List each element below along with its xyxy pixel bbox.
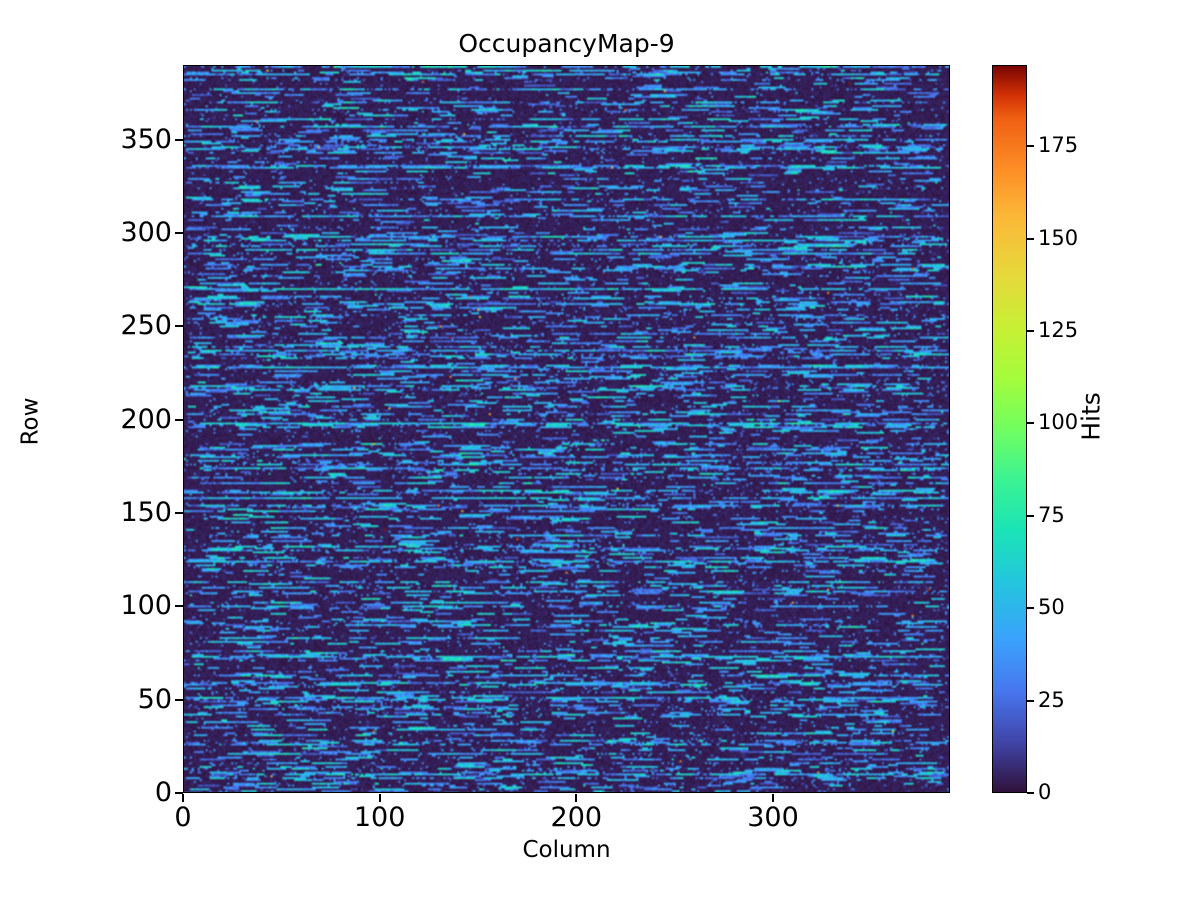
x-axis-tick-mark [772,794,774,802]
page-title: OccupancyMap-9 [458,29,675,58]
occupancy-heatmap-image [184,66,949,792]
colorbar [992,65,1027,793]
x-axis-tick-labels: 0 100 200 300 [0,803,1200,843]
colorbar-gradient [993,66,1026,792]
y-axis-tick-mark [175,418,183,421]
x-axis-label: Column [522,837,611,863]
y-axis-tick-label: 150 [120,497,172,528]
colorbar-tick-mark [1027,330,1034,333]
colorbar-tick-label: 100 [1038,410,1079,435]
colorbar-tick-label: 50 [1038,595,1065,620]
x-axis-tick-mark [182,794,184,802]
y-axis-tick-label: 350 [120,123,172,155]
y-axis-tick-mark [175,605,183,608]
y-axis-tick-mark [175,232,183,234]
y-axis-tick-mark [175,512,183,514]
heatmap-axes [183,65,950,793]
x-axis-tick-label: 0 [174,802,192,833]
y-axis-tick-mark [175,138,183,141]
y-axis-tick-label: 300 [120,217,172,248]
x-axis-tick-mark [575,794,578,802]
colorbar-tick-mark [1027,237,1034,240]
y-axis-tick-labels: 0 50 100 150 200 250 300 350 [60,0,172,900]
y-axis-tick-mark [175,325,183,328]
y-axis-tick-mark [175,792,183,794]
colorbar-tick-mark [1027,699,1034,702]
colorbar-tick-label: 175 [1038,133,1079,158]
colorbar-tick-mark [1027,422,1034,425]
colorbar-tick-label: 25 [1038,687,1065,712]
y-axis-tick-label: 250 [120,310,172,342]
y-axis-label: Row [17,397,44,446]
y-axis-tick-label: 100 [120,590,172,622]
colorbar-label: Hits [1076,392,1106,441]
x-axis-tick-mark [378,794,381,802]
x-axis-tick-label: 200 [550,802,603,833]
y-axis-tick-label: 50 [137,683,172,715]
colorbar-tick-mark [1027,145,1034,148]
x-axis-tick-label: 100 [353,802,406,833]
colorbar-tick-mark [1027,792,1034,794]
y-axis-tick-label: 0 [154,777,172,808]
x-axis-tick-label: 300 [747,802,799,833]
colorbar-tick-label: 0 [1038,780,1052,804]
colorbar-tick-label: 150 [1038,225,1079,250]
colorbar-tick-mark [1027,607,1034,610]
y-axis-tick-label: 200 [120,403,172,435]
colorbar-tick-label: 125 [1038,318,1079,343]
colorbar-tick-label: 75 [1038,502,1065,527]
y-axis-tick-mark [175,698,183,701]
colorbar-tick-mark [1027,514,1034,517]
